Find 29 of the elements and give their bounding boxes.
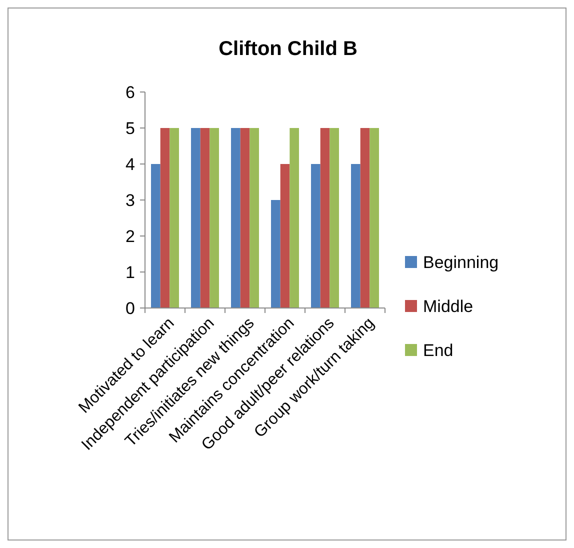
bar [370, 128, 379, 308]
bar [160, 128, 170, 308]
bar [250, 128, 259, 308]
bar [330, 128, 339, 308]
bar [231, 128, 240, 308]
bar [280, 164, 290, 308]
bar [200, 128, 210, 308]
y-tick-label: 5 [126, 118, 135, 138]
bar [151, 164, 160, 308]
chart-title: Clifton Child B [218, 38, 358, 60]
bar [170, 128, 179, 308]
bar [210, 128, 219, 308]
y-tick-label: 6 [126, 82, 135, 102]
y-tick-label: 0 [126, 298, 135, 318]
bar [320, 128, 330, 308]
bar [351, 164, 360, 308]
y-tick-label: 4 [126, 154, 135, 174]
legend-label: Middle [423, 296, 474, 316]
bar [240, 128, 250, 308]
bar [290, 128, 299, 308]
legend-label: End [423, 340, 454, 360]
y-tick-label: 3 [126, 190, 135, 210]
bar [311, 164, 320, 308]
bar [360, 128, 370, 308]
bar [191, 128, 200, 308]
legend-label: Beginning [423, 252, 499, 272]
y-tick-label: 1 [126, 262, 135, 282]
y-tick-label: 2 [126, 226, 135, 246]
bar [271, 200, 280, 308]
